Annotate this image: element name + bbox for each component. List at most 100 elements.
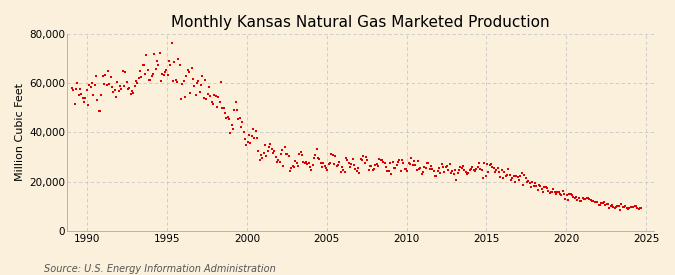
Point bbox=[436, 162, 447, 166]
Point bbox=[472, 164, 483, 169]
Point bbox=[422, 161, 433, 165]
Point bbox=[589, 200, 600, 205]
Point bbox=[261, 153, 271, 158]
Point bbox=[385, 161, 396, 165]
Point bbox=[529, 181, 540, 185]
Point bbox=[115, 84, 126, 88]
Point bbox=[334, 160, 345, 165]
Point bbox=[222, 115, 233, 120]
Point bbox=[390, 165, 401, 170]
Point bbox=[263, 145, 274, 149]
Point bbox=[443, 168, 454, 172]
Point bbox=[522, 180, 533, 184]
Point bbox=[308, 156, 319, 160]
Point bbox=[595, 203, 605, 207]
Point bbox=[205, 94, 216, 98]
Point bbox=[338, 168, 349, 173]
Point bbox=[107, 84, 117, 89]
Point bbox=[404, 162, 415, 166]
Point bbox=[374, 156, 385, 161]
Point bbox=[271, 159, 282, 164]
Point bbox=[364, 163, 375, 168]
Point bbox=[96, 93, 107, 97]
Point bbox=[282, 152, 293, 156]
Point bbox=[568, 195, 579, 200]
Point bbox=[377, 158, 387, 162]
Point bbox=[508, 173, 519, 178]
Point bbox=[369, 167, 379, 171]
Point bbox=[632, 205, 643, 210]
Point bbox=[128, 90, 138, 95]
Point bbox=[80, 95, 90, 100]
Point bbox=[431, 173, 442, 178]
Point bbox=[322, 167, 333, 172]
Point bbox=[350, 167, 360, 172]
Point bbox=[481, 174, 491, 178]
Point bbox=[302, 161, 313, 166]
Point bbox=[391, 163, 402, 167]
Point bbox=[620, 204, 630, 208]
Point bbox=[304, 165, 315, 170]
Point bbox=[479, 160, 490, 165]
Point bbox=[306, 168, 317, 173]
Point bbox=[563, 198, 574, 202]
Point bbox=[297, 153, 308, 158]
Point bbox=[580, 197, 591, 201]
Point bbox=[444, 162, 455, 166]
Point bbox=[286, 166, 297, 170]
Point bbox=[354, 170, 364, 175]
Point bbox=[223, 117, 234, 121]
Point bbox=[217, 105, 227, 110]
Point bbox=[491, 168, 502, 172]
Point bbox=[145, 78, 156, 82]
Point bbox=[584, 197, 595, 202]
Text: Source: U.S. Energy Information Administration: Source: U.S. Energy Information Administ… bbox=[44, 264, 275, 274]
Point bbox=[531, 184, 541, 189]
Point bbox=[528, 184, 539, 188]
Point bbox=[603, 202, 614, 206]
Point bbox=[265, 142, 275, 146]
Point bbox=[81, 88, 92, 92]
Point bbox=[99, 82, 109, 86]
Point bbox=[458, 164, 468, 168]
Point bbox=[596, 201, 607, 205]
Point bbox=[275, 152, 286, 156]
Point bbox=[616, 201, 626, 206]
Point bbox=[421, 166, 431, 171]
Point bbox=[298, 160, 309, 165]
Point bbox=[97, 74, 108, 78]
Point bbox=[189, 84, 200, 88]
Point bbox=[611, 205, 622, 209]
Point bbox=[270, 155, 281, 160]
Point bbox=[314, 157, 325, 162]
Point bbox=[310, 153, 321, 158]
Point bbox=[333, 163, 344, 167]
Point bbox=[399, 167, 410, 171]
Point bbox=[242, 140, 253, 144]
Point bbox=[439, 170, 450, 174]
Point bbox=[626, 205, 637, 209]
Point bbox=[318, 161, 329, 166]
Point bbox=[105, 75, 116, 79]
Point bbox=[77, 96, 88, 100]
Point bbox=[101, 82, 112, 87]
Point bbox=[182, 68, 193, 73]
Point bbox=[185, 91, 196, 95]
Point bbox=[386, 172, 397, 176]
Point bbox=[327, 153, 338, 157]
Point bbox=[340, 169, 350, 174]
Point bbox=[166, 41, 177, 45]
Point bbox=[441, 164, 452, 168]
Point bbox=[294, 152, 305, 156]
Point bbox=[226, 123, 237, 127]
Point bbox=[446, 170, 456, 175]
Point bbox=[153, 63, 164, 67]
Point bbox=[68, 87, 79, 92]
Point bbox=[536, 187, 547, 192]
Point bbox=[373, 164, 383, 169]
Point bbox=[194, 90, 205, 94]
Point bbox=[485, 162, 496, 166]
Point bbox=[510, 180, 520, 184]
Point bbox=[155, 51, 165, 55]
Point bbox=[382, 169, 393, 173]
